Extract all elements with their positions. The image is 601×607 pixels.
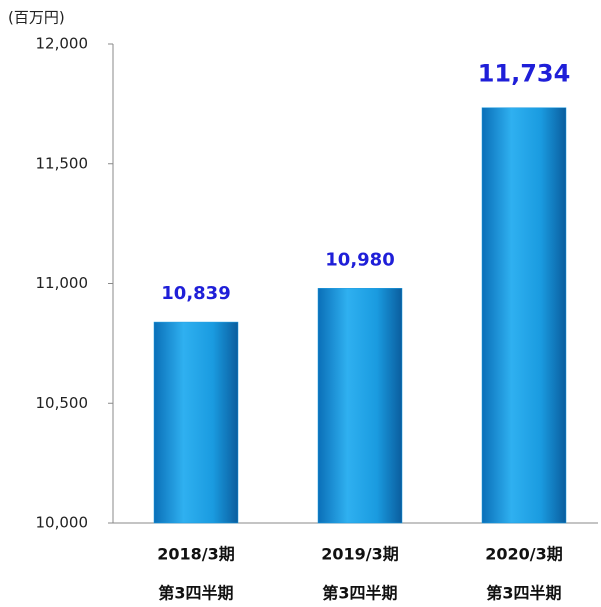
y-tick-label: 10,500 bbox=[36, 394, 89, 412]
y-tick-label: 10,000 bbox=[36, 514, 89, 532]
x-tick-label: 第3四半期 bbox=[158, 584, 233, 603]
value-label: 11,734 bbox=[478, 60, 571, 88]
y-tick-label: 11,000 bbox=[36, 274, 89, 292]
y-tick-label: 11,500 bbox=[36, 154, 89, 172]
x-tick-label: 2019/3期 bbox=[321, 545, 399, 564]
bar bbox=[153, 321, 239, 524]
unit-label: (百万円) bbox=[8, 9, 65, 27]
value-label: 10,839 bbox=[161, 283, 230, 304]
x-tick-label: 第3四半期 bbox=[322, 584, 397, 603]
x-tick-label: 2020/3期 bbox=[485, 545, 563, 564]
x-tick-label: 第3四半期 bbox=[486, 584, 561, 603]
bar bbox=[481, 107, 567, 524]
value-label: 10,980 bbox=[325, 249, 394, 270]
bar bbox=[317, 288, 403, 524]
x-tick-label: 2018/3期 bbox=[157, 545, 235, 564]
y-tick-label: 12,000 bbox=[36, 35, 89, 53]
